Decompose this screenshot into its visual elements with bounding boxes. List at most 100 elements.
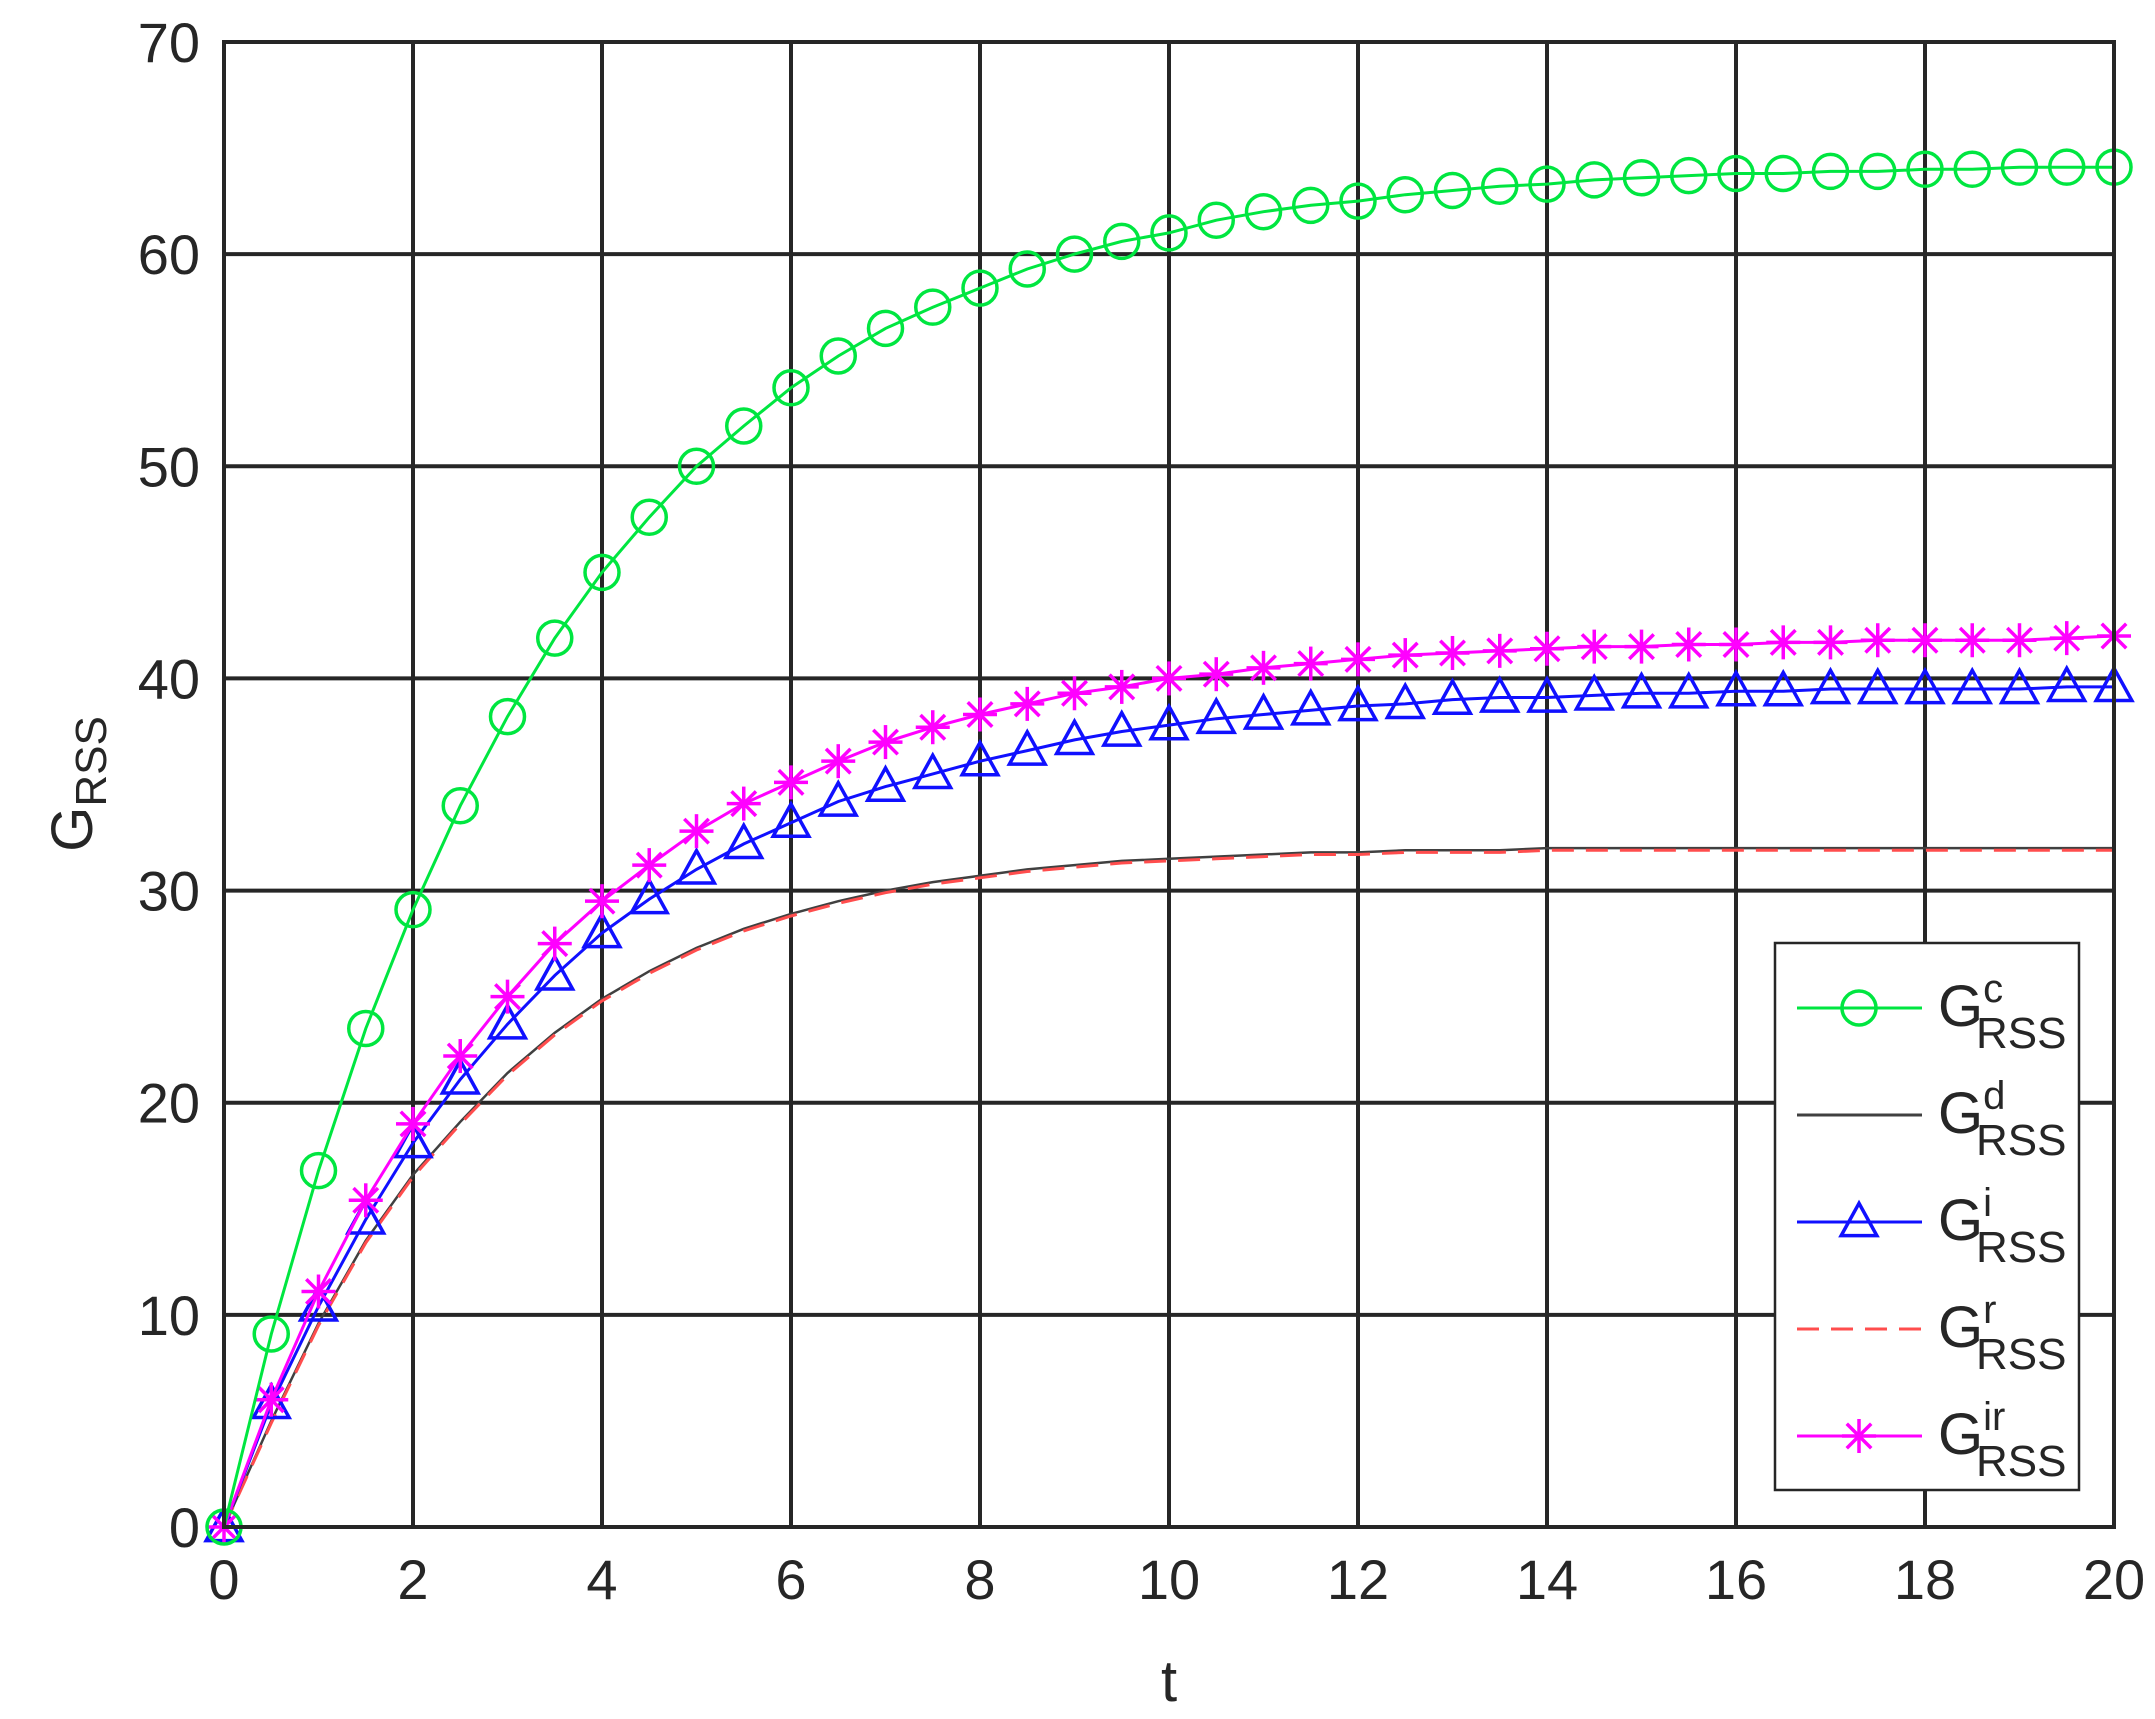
data-point bbox=[1955, 623, 1990, 658]
data-point-stroke bbox=[1864, 626, 1892, 654]
data-point bbox=[864, 764, 907, 802]
legend-label-main: G bbox=[1938, 1295, 1983, 1360]
data-point bbox=[583, 553, 621, 592]
data-point bbox=[1860, 623, 1895, 658]
data-point bbox=[1481, 167, 1519, 206]
data-point bbox=[1341, 642, 1375, 677]
data-point bbox=[1292, 186, 1330, 225]
legend-label-main: G bbox=[1938, 1402, 1983, 1467]
data-point bbox=[1859, 152, 1897, 191]
y-tick-label: 60 bbox=[138, 223, 200, 286]
data-point bbox=[770, 800, 812, 839]
data-point bbox=[1337, 683, 1379, 722]
data-point bbox=[1620, 670, 1663, 709]
legend-item: Gr RSS bbox=[1797, 1288, 2066, 1379]
x-tick-label: 10 bbox=[1138, 1548, 1200, 1611]
data-point bbox=[1246, 650, 1281, 685]
data-point bbox=[1838, 1199, 1880, 1238]
data-point bbox=[1053, 717, 1096, 756]
legend-label-main: G bbox=[1938, 1188, 1983, 1253]
data-point-stroke bbox=[1108, 673, 1136, 701]
data-point-stroke bbox=[1845, 1422, 1873, 1450]
y-axis-label-sub: RSS bbox=[67, 716, 116, 806]
data-point-stroke bbox=[919, 713, 947, 741]
data-point bbox=[1953, 150, 1991, 189]
data-point bbox=[441, 786, 479, 825]
data-point bbox=[725, 407, 763, 445]
plot-series bbox=[203, 148, 2135, 1546]
data-point bbox=[537, 926, 572, 961]
data-point bbox=[1526, 675, 1568, 713]
data-point bbox=[394, 890, 432, 929]
y-axis-label-main: G bbox=[40, 807, 105, 852]
data-point bbox=[1057, 676, 1092, 711]
legend-label-sup: i bbox=[1983, 1181, 1992, 1225]
data-point-stroke bbox=[1486, 637, 1514, 665]
data-point-stroke bbox=[683, 817, 710, 845]
data-point bbox=[536, 619, 574, 657]
legend-label: Gc RSS bbox=[1938, 967, 2066, 1058]
data-point bbox=[1811, 152, 1850, 191]
data-point-stroke bbox=[730, 790, 758, 818]
data-point bbox=[254, 1382, 289, 1417]
y-axis-label: GRSS bbox=[40, 716, 116, 852]
data-point bbox=[1339, 182, 1377, 220]
data-point bbox=[821, 744, 856, 779]
data-point-stroke bbox=[1675, 631, 1703, 658]
legend-label-sub: RSS bbox=[1976, 1437, 2066, 1486]
data-point bbox=[961, 269, 999, 307]
data-point bbox=[488, 697, 527, 736]
data-point-stroke bbox=[1013, 690, 1041, 718]
data-point bbox=[1573, 673, 1616, 711]
legend-label: Gi RSS bbox=[1938, 1181, 2066, 1272]
data-point bbox=[585, 884, 619, 919]
x-tick-label: 4 bbox=[586, 1548, 617, 1611]
data-point bbox=[630, 498, 668, 536]
data-point bbox=[1148, 702, 1190, 741]
data-point-stroke bbox=[872, 728, 899, 756]
data-point bbox=[1006, 728, 1049, 766]
data-point bbox=[817, 779, 860, 817]
legend-item: Gi RSS bbox=[1797, 1181, 2066, 1272]
data-point bbox=[726, 786, 761, 821]
data-point bbox=[299, 1151, 338, 1190]
data-point-stroke bbox=[541, 930, 569, 958]
data-point bbox=[1528, 165, 1566, 203]
data-point-stroke bbox=[1439, 639, 1466, 667]
x-tick-label: 18 bbox=[1894, 1548, 1956, 1611]
data-point bbox=[1195, 696, 1238, 735]
data-point bbox=[1842, 1419, 1876, 1453]
data-point-stroke bbox=[1250, 654, 1277, 682]
data-point bbox=[396, 1106, 430, 1141]
data-point bbox=[439, 1057, 482, 1095]
data-point bbox=[1809, 666, 1852, 705]
x-tick-label: 0 bbox=[208, 1548, 239, 1611]
data-point-stroke bbox=[824, 747, 852, 775]
data-point bbox=[915, 710, 950, 745]
data-point-stroke bbox=[2006, 626, 2033, 654]
legend-item: Gir RSS bbox=[1797, 1395, 2066, 1486]
data-point bbox=[1482, 633, 1517, 668]
data-point-stroke bbox=[446, 1042, 474, 1070]
x-tick-label: 12 bbox=[1327, 1548, 1389, 1611]
legend-label-sub: RSS bbox=[1976, 1009, 2066, 1058]
data-point bbox=[1433, 171, 1472, 210]
x-axis-label: t bbox=[1161, 1649, 1177, 1714]
y-tick-label: 50 bbox=[138, 435, 200, 498]
data-point bbox=[1671, 627, 1706, 662]
data-point-stroke bbox=[399, 1110, 427, 1138]
data-point bbox=[1010, 686, 1045, 721]
data-point bbox=[1667, 670, 1710, 709]
data-point bbox=[1766, 625, 1801, 660]
data-point bbox=[1719, 627, 1753, 662]
data-point bbox=[1435, 635, 1470, 670]
data-point bbox=[1293, 646, 1328, 681]
legend-label-sup: c bbox=[1983, 967, 2003, 1011]
data-point bbox=[1622, 159, 1661, 197]
y-tick-label: 70 bbox=[138, 11, 200, 74]
data-point bbox=[301, 1274, 336, 1309]
legend-label-sub: RSS bbox=[1976, 1330, 2066, 1379]
data-point bbox=[914, 288, 952, 326]
data-point bbox=[911, 751, 954, 790]
